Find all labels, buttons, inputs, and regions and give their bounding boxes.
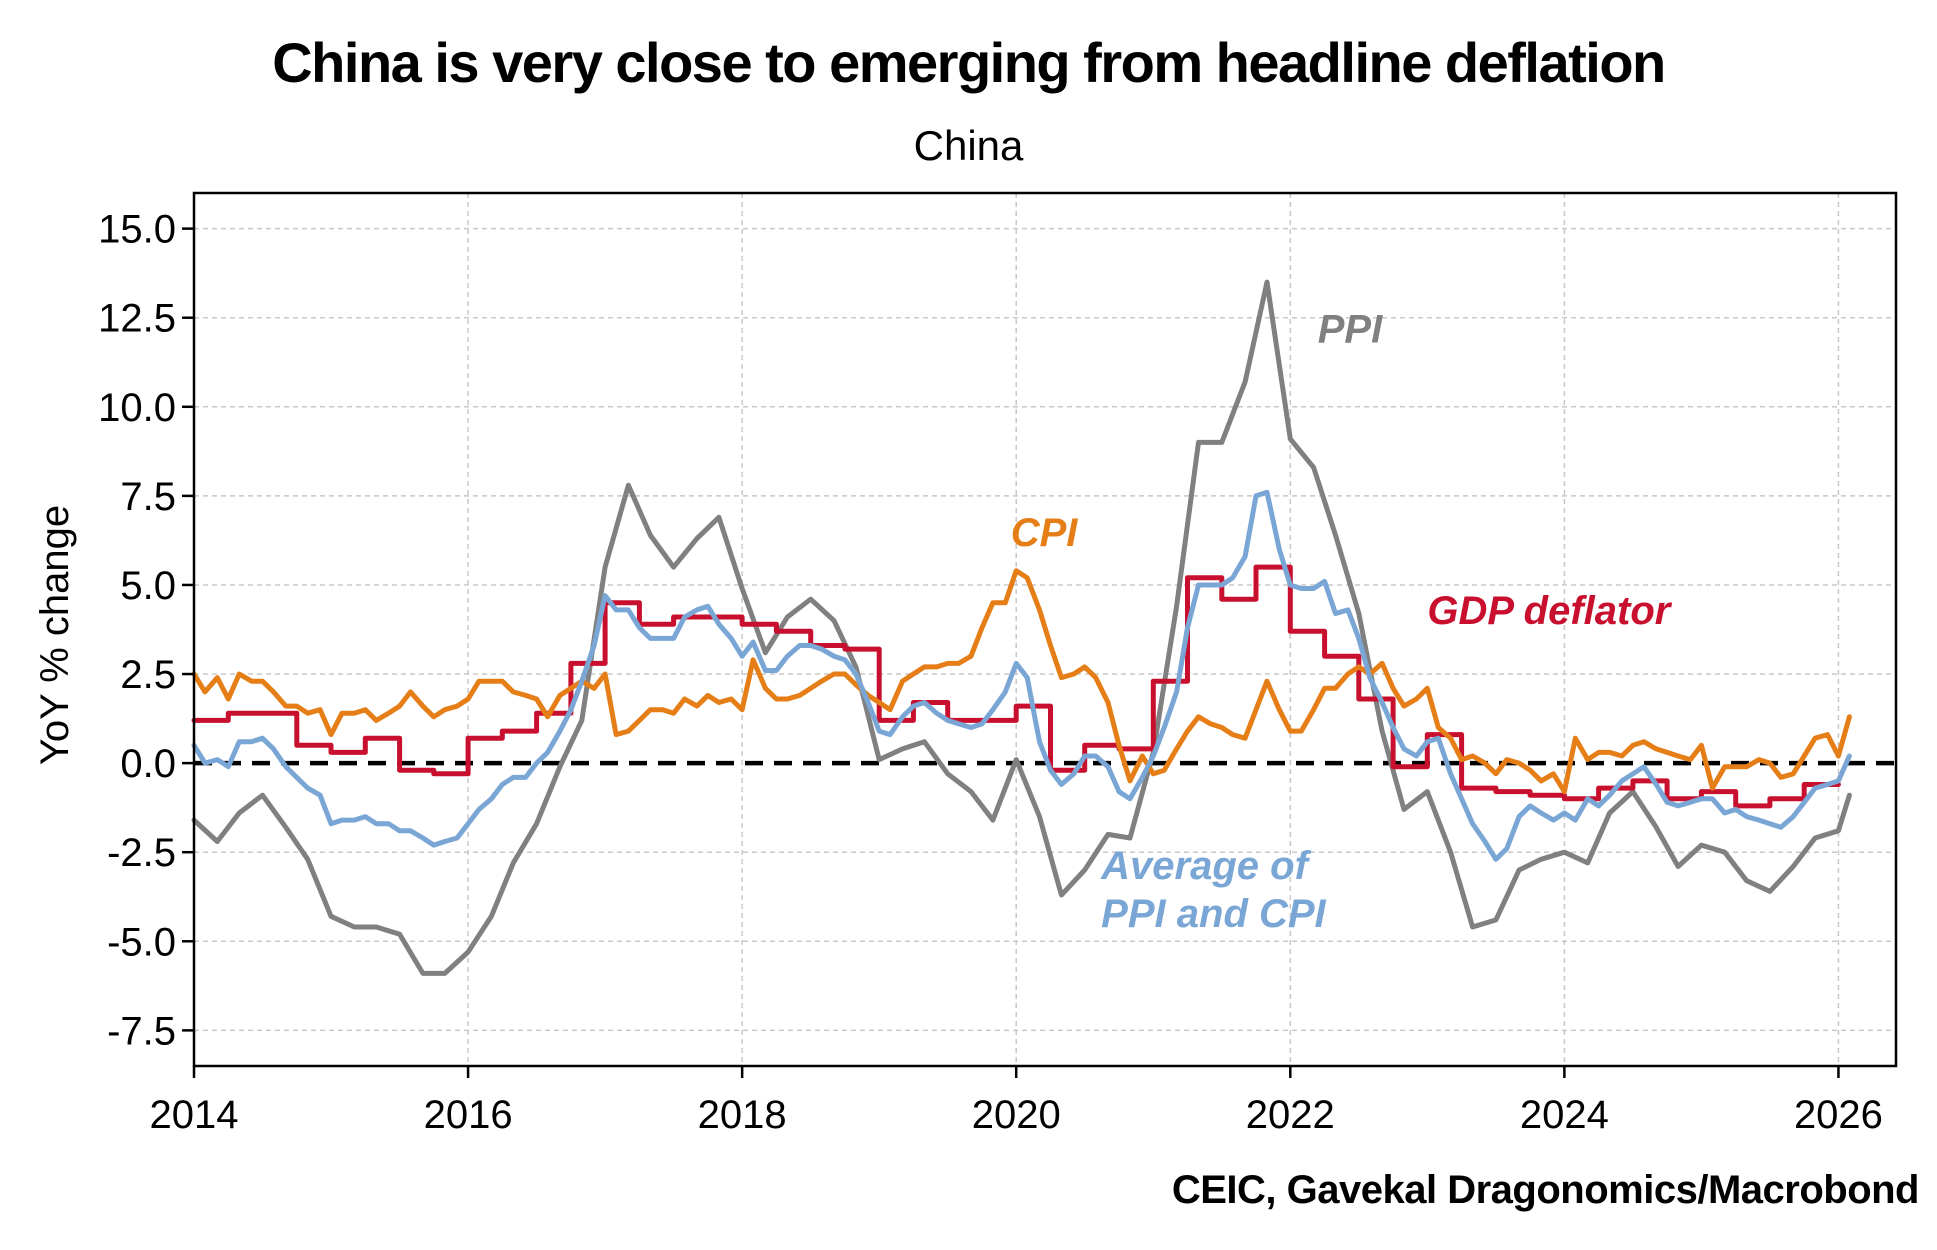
series-label-gdp-deflator: GDP deflator xyxy=(1427,589,1672,633)
y-tick-label: 5.0 xyxy=(120,564,176,608)
series-line-gdp-deflator xyxy=(191,564,1841,809)
x-tick-label: 2020 xyxy=(972,1093,1061,1137)
chart-subtitle: China xyxy=(913,122,1024,169)
y-tick-label: -5.0 xyxy=(107,920,176,964)
y-tick-label: 7.5 xyxy=(120,475,176,519)
x-tick-label: 2018 xyxy=(698,1093,787,1137)
source-credit: CEIC, Gavekal Dragonomics/Macrobond xyxy=(1171,1168,1920,1212)
y-tick-label: 12.5 xyxy=(98,297,176,341)
series-line-cpi xyxy=(191,568,1852,795)
y-tick-label: 0.0 xyxy=(120,742,176,786)
series-label-average-of-ppi-and-cpi: PPI and CPI xyxy=(1101,892,1326,936)
y-tick-label: 10.0 xyxy=(98,386,176,430)
series-lines xyxy=(191,279,1852,976)
chart-title: China is very close to emerging from hea… xyxy=(272,31,1666,94)
x-axis-ticks: 2014 2016 2018 2020 2022 2024 2026 xyxy=(150,1066,1883,1137)
x-tick-label: 2022 xyxy=(1246,1093,1335,1137)
series-label-cpi: CPI xyxy=(1011,511,1079,555)
y-tick-label: -7.5 xyxy=(107,1009,176,1053)
series-label-average-of-ppi-and-cpi: Average of xyxy=(1100,844,1311,888)
y-tick-label: -2.5 xyxy=(107,831,176,875)
x-tick-label: 2024 xyxy=(1520,1093,1609,1137)
series-line-average-of-ppi-and-cpi xyxy=(191,489,1852,862)
series-label-ppi: PPI xyxy=(1318,308,1383,352)
y-axis-ticks: 15.0 12.5 10.0 7.5 5.0 2.5 0.0 -2.5 -5.0 -7.5 xyxy=(98,208,194,1053)
x-tick-label: 2016 xyxy=(424,1093,513,1137)
y-axis-title: YoY % change xyxy=(33,505,77,765)
y-tick-label: 2.5 xyxy=(120,653,176,697)
y-tick-label: 15.0 xyxy=(98,208,176,252)
plot-area-frame xyxy=(192,191,1898,1068)
series-line-ppi xyxy=(191,279,1852,976)
x-tick-label: 2026 xyxy=(1794,1093,1883,1137)
x-tick-label: 2014 xyxy=(150,1093,239,1137)
